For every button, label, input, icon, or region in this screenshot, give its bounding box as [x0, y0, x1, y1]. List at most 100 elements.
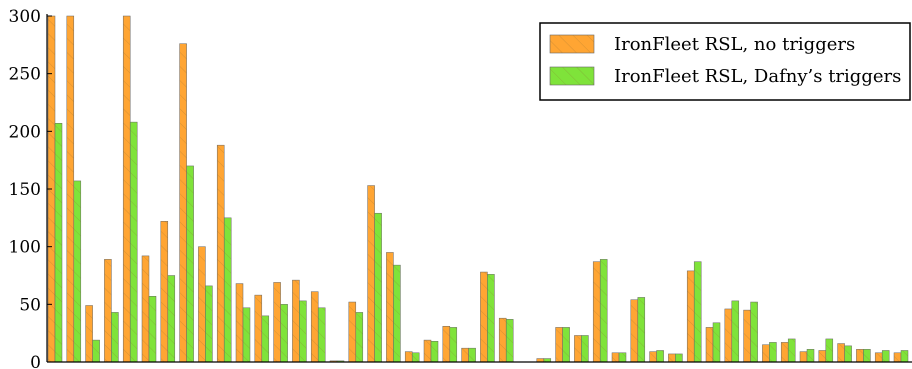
bar-series-0-cat-13 — [292, 279, 300, 363]
bar-series-0-cat-3 — [104, 259, 112, 363]
bar-series-0-cat-45 — [893, 352, 902, 363]
bar-series-0-cat-11 — [254, 294, 263, 363]
bar-series-0-cat-27 — [555, 327, 563, 363]
bar-series-0-cat-14 — [310, 291, 319, 363]
bar-series-1-cat-19 — [411, 352, 420, 363]
bar-series-1-cat-37 — [750, 301, 758, 363]
bar-series-0-cat-23 — [480, 271, 488, 363]
bar-series-1-cat-16 — [355, 312, 364, 363]
bar-series-1-cat-29 — [599, 259, 608, 363]
bar-series-1-cat-41 — [825, 338, 834, 363]
bar-series-1-cat-14 — [317, 307, 326, 363]
bar-series-1-cat-27 — [562, 327, 570, 363]
bar-series-0-cat-2 — [85, 305, 93, 363]
bar-series-0-cat-43 — [856, 349, 864, 363]
legend-label-0: IronFleet RSL, no triggers — [614, 34, 855, 55]
bar-series-0-cat-32 — [649, 351, 657, 363]
bar-series-0-cat-28 — [574, 335, 582, 363]
bar-series-0-cat-16 — [348, 301, 357, 363]
bar-series-0-cat-9 — [216, 144, 225, 363]
bar-series-1-cat-0 — [54, 123, 63, 363]
bar-series-0-cat-30 — [611, 352, 620, 363]
bar-series-1-cat-39 — [787, 338, 796, 363]
bar-series-0-cat-42 — [837, 343, 845, 363]
bar-series-0-cat-19 — [404, 351, 413, 363]
bar-series-0-cat-22 — [461, 347, 469, 363]
bar-series-1-cat-23 — [487, 274, 495, 363]
bar-series-1-cat-35 — [712, 322, 721, 363]
bar-series-1-cat-43 — [863, 349, 871, 363]
bar-series-0-cat-31 — [630, 299, 639, 363]
y-tick-label-250: 250 — [9, 65, 41, 85]
bar-series-1-cat-4 — [129, 121, 138, 363]
bar-series-1-cat-10 — [242, 307, 251, 363]
bar-series-0-cat-35 — [705, 327, 714, 363]
bar-series-0-cat-39 — [780, 342, 789, 363]
bar-series-0-cat-29 — [592, 261, 601, 363]
bar-series-0-cat-5 — [141, 255, 150, 363]
bar-series-1-cat-13 — [299, 300, 307, 363]
axes-group: 0 50 100 150 200 250 300 — [9, 7, 912, 369]
bar-series-0-cat-21 — [442, 325, 451, 363]
bar-series-0-cat-44 — [874, 352, 883, 363]
bar-series-0-cat-34 — [686, 270, 695, 363]
legend-box — [539, 22, 911, 101]
bar-series-0-cat-20 — [423, 339, 432, 363]
bar-series-1-cat-38 — [769, 342, 777, 363]
y-tick-label-200: 200 — [9, 122, 41, 142]
bar-series-1-cat-20 — [430, 340, 439, 363]
bar-series-1-cat-32 — [656, 350, 664, 363]
bar-series-0-cat-1 — [66, 15, 75, 363]
y-tick-label-150: 150 — [9, 180, 41, 200]
bar-series-1-cat-42 — [844, 345, 852, 363]
bar-series-1-cat-44 — [881, 350, 890, 363]
bar-series-0-cat-36 — [724, 308, 733, 363]
bar-series-1-cat-17 — [374, 212, 382, 363]
bar-series-0-cat-6 — [160, 221, 169, 363]
bar-series-0-cat-18 — [386, 252, 394, 363]
bar-series-0-cat-4 — [122, 15, 131, 363]
y-tick-label-0: 0 — [30, 353, 41, 369]
legend-swatch-hatch-0 — [550, 35, 594, 53]
bar-series-0-cat-41 — [818, 350, 827, 363]
legend-label-1: IronFleet RSL, Dafny’s triggers — [614, 66, 901, 87]
bar-series-1-cat-45 — [900, 350, 909, 363]
bar-series-1-cat-6 — [167, 275, 176, 363]
bar-series-1-cat-34 — [693, 261, 702, 363]
bar-series-1-cat-2 — [92, 339, 100, 363]
bar-series-0-cat-8 — [198, 246, 206, 363]
y-tick-label-100: 100 — [9, 238, 41, 258]
legend: IronFleet RSL, no triggers IronFleet RSL,… — [539, 22, 911, 101]
bar-series-0-cat-38 — [762, 344, 770, 363]
bar-series-1-cat-40 — [806, 349, 815, 363]
bar-series-1-cat-18 — [393, 264, 401, 363]
bar-series-1-cat-11 — [261, 315, 270, 363]
bar-series-1-cat-3 — [111, 312, 119, 363]
bar-series-1-cat-24 — [505, 319, 514, 363]
bar-series-1-cat-7 — [186, 165, 194, 363]
bar-series-1-cat-21 — [449, 327, 458, 363]
y-tick-label-300: 300 — [9, 7, 41, 27]
bar-series-0-cat-33 — [668, 353, 676, 363]
bar-series-1-cat-1 — [73, 180, 82, 363]
bar-series-1-cat-28 — [581, 335, 589, 363]
bar-series-1-cat-5 — [148, 296, 157, 363]
bar-series-1-cat-8 — [205, 285, 213, 363]
bar-series-1-cat-22 — [468, 347, 476, 363]
bar-series-1-cat-9 — [223, 217, 232, 363]
bar-series-0-cat-7 — [179, 43, 187, 363]
bar-series-1-cat-33 — [675, 353, 683, 363]
bar-series-0-cat-37 — [743, 309, 751, 363]
bar-series-1-cat-12 — [280, 304, 288, 363]
bar-series-1-cat-30 — [618, 352, 627, 363]
bar-series-0-cat-10 — [235, 283, 244, 363]
bar-series-1-cat-36 — [731, 300, 740, 363]
legend-swatch-hatch-1 — [550, 67, 594, 85]
bar-series-0-cat-40 — [799, 351, 808, 363]
bar-series-0-cat-12 — [273, 282, 281, 363]
bar-series-0-cat-24 — [498, 317, 507, 363]
y-tick-label-50: 50 — [19, 295, 41, 315]
bar-series-1-cat-31 — [637, 297, 646, 363]
bar-series-0-cat-17 — [367, 185, 375, 363]
